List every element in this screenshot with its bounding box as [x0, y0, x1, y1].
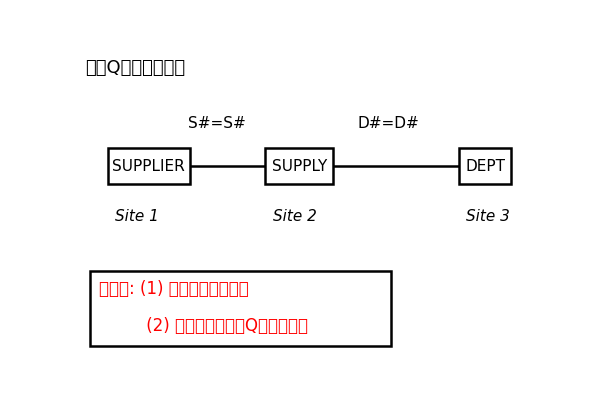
Text: SUPPLIER: SUPPLIER	[112, 159, 185, 174]
Text: (2) 在哪个站点执行Q比较合适？: (2) 在哪个站点执行Q比较合适？	[100, 317, 308, 335]
Bar	[459, 148, 511, 184]
Bar	[90, 271, 391, 346]
Text: 查询Q的连接图为：: 查询Q的连接图为：	[85, 59, 185, 77]
Bar	[107, 148, 190, 184]
Text: SUPPLY: SUPPLY	[272, 159, 327, 174]
Text: S#=S#: S#=S#	[188, 116, 246, 130]
Text: Site 1: Site 1	[115, 209, 159, 224]
Text: Site 2: Site 2	[273, 209, 317, 224]
Text: DEPT: DEPT	[465, 159, 505, 174]
Bar	[265, 148, 333, 184]
Text: D#=D#: D#=D#	[358, 116, 419, 130]
Text: Site 3: Site 3	[466, 209, 509, 224]
Text: 任务是: (1) 如何缩减操作数？: 任务是: (1) 如何缩减操作数？	[100, 280, 249, 298]
